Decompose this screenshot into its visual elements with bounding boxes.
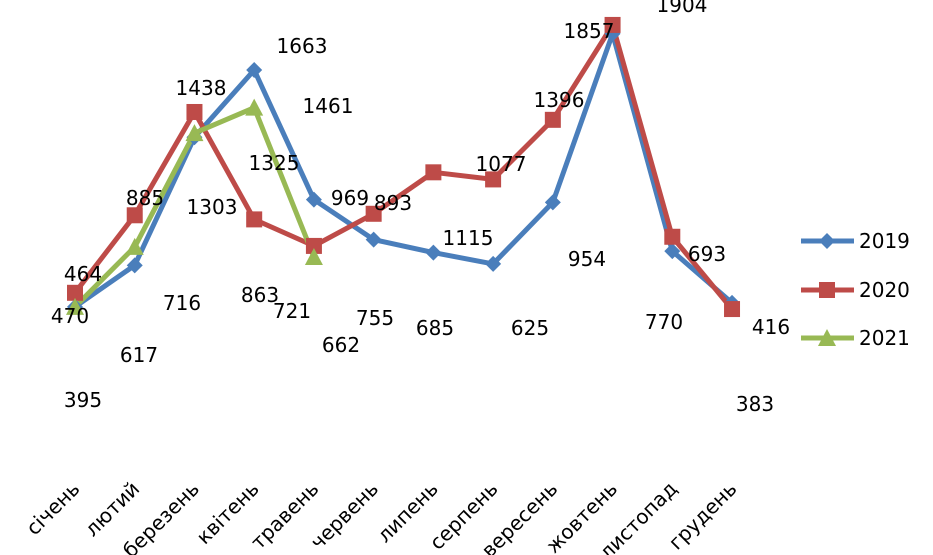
data-label: 1115 [443,226,494,250]
data-label: 625 [511,316,549,340]
data-label: 1438 [176,76,227,100]
data-label: 693 [688,242,726,266]
data-point-2020-грудень [724,301,741,318]
legend: 2019 2020 2021 [801,229,910,350]
legend-label: 2021 [859,326,910,350]
data-label: 662 [322,333,360,357]
data-point-2020-січень [67,284,83,301]
legend-label: 2020 [859,278,910,302]
legend-marker [818,329,836,346]
data-point-2020-серпень [485,171,502,188]
data-label: 721 [273,299,311,323]
data-point-2019-червень [365,231,382,248]
data-point-2020-березень [186,103,203,120]
data-point-2019-листопад [664,243,681,260]
data-point-2019-квітень [246,61,263,78]
data-label: 470 [51,304,89,328]
data-point-2021-травень [304,247,323,265]
data-point-2021-березень [185,124,204,142]
data-point-2020-липень [425,164,442,181]
data-point-2020-квітень [246,211,263,228]
data-label: 464 [64,262,102,286]
data-label: 893 [374,191,412,215]
data-point-2019-липень [425,244,442,261]
data-point-2019-лютий [126,257,143,274]
data-label: 1325 [249,151,300,175]
data-label: 1396 [534,88,585,112]
data-label: 1857 [564,19,615,43]
data-point-2021-квітень [245,98,264,116]
data-label: 383 [736,392,774,416]
x-axis-tick-labels: січеньлютийберезеньквітеньтравеньчервень… [21,477,741,555]
data-point-2021-січень [66,297,84,315]
legend-marker [819,282,835,298]
data-label: 1303 [187,195,238,219]
series-markers [66,16,741,318]
data-label: 716 [163,291,201,315]
data-labels: 470 464 395 617 716 885 1438 1303 1663 1325 1461 86… [51,0,790,416]
data-label: 969 [331,186,369,210]
legend-item-2019: 2019 [801,229,910,253]
data-label: 416 [752,315,790,339]
data-point-2020-листопад [664,228,681,245]
legend-item-2021: 2021 [801,326,910,350]
legend-item-2020: 2020 [801,278,910,302]
data-label: 770 [645,310,683,334]
data-point-2021-лютий [125,237,144,255]
series-line-2019 [73,31,734,309]
series-line-2020 [73,22,734,311]
data-label: 1904 [657,0,708,17]
data-label: 863 [241,283,279,307]
data-label: 755 [356,306,394,330]
series-lines [73,22,734,311]
data-point-2020-лютий [126,207,143,224]
data-label: 395 [64,388,102,412]
data-label: 954 [568,247,606,271]
data-label: 1077 [476,152,527,176]
data-point-2020-жовтень [604,16,621,33]
data-point-2019-травень [305,191,322,208]
legend-marker [819,233,835,249]
data-label: 1461 [303,94,354,118]
data-label: 685 [416,316,454,340]
data-point-2019-серпень [485,255,502,272]
data-point-2020-вересень [544,111,561,128]
data-label: 885 [126,186,164,210]
data-point-2020-травень [305,237,322,254]
data-label: 617 [120,343,158,367]
legend-label: 2019 [859,229,910,253]
data-point-2019-вересень [544,194,561,211]
data-point-2020-червень [365,205,382,222]
x-tick-label: січень [21,477,84,540]
data-label: 1663 [277,34,328,58]
